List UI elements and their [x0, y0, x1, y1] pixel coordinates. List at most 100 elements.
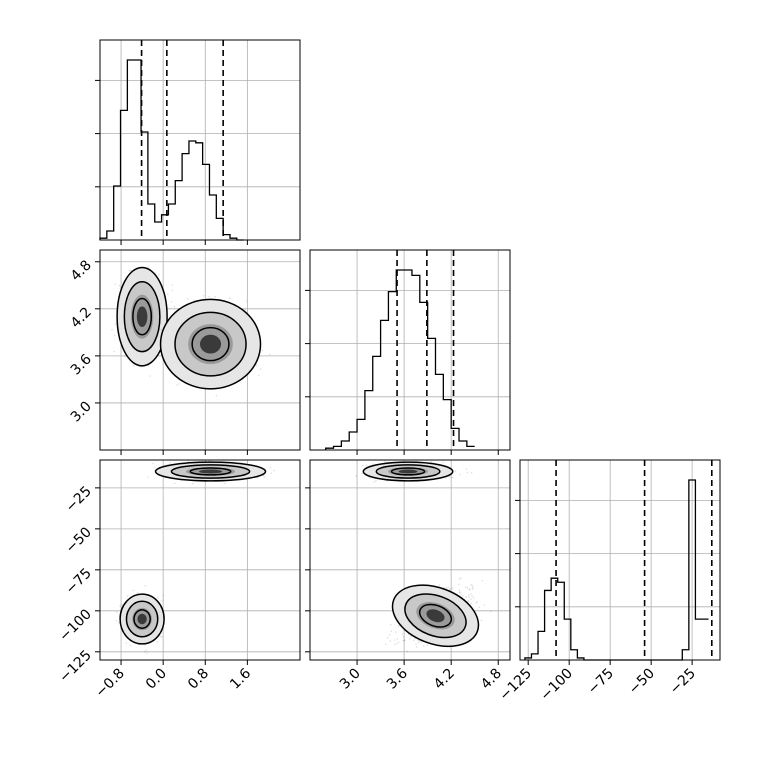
sample-point	[483, 604, 486, 606]
sample-point	[470, 472, 473, 474]
sample-point	[417, 641, 420, 644]
sample-point	[215, 394, 218, 397]
sample-point	[115, 611, 118, 613]
density-contour	[189, 467, 232, 476]
sample-point	[460, 592, 462, 595]
sample-point	[132, 589, 135, 592]
sample-point	[244, 309, 247, 311]
sample-point	[263, 476, 266, 478]
y-tick-label: −25	[63, 483, 95, 515]
sample-point	[389, 640, 392, 642]
sample-point	[395, 631, 397, 633]
sample-point	[170, 300, 173, 303]
sample-point	[273, 469, 276, 472]
sample-point	[464, 586, 467, 588]
sample-point	[448, 476, 451, 478]
y-tick-label: −125	[56, 647, 95, 686]
sample-point	[466, 587, 469, 589]
sample-point	[468, 588, 471, 591]
sample-point	[216, 458, 218, 460]
sample-point	[149, 375, 151, 377]
sample-point	[259, 368, 262, 370]
sample-point	[143, 651, 146, 653]
sample-point	[132, 363, 134, 366]
sample-point	[457, 583, 460, 586]
sample-point	[113, 350, 116, 353]
density-contour	[159, 298, 262, 390]
density-contour	[119, 593, 165, 645]
density-contour	[390, 467, 426, 476]
sample-point	[397, 641, 400, 643]
sample-point	[256, 477, 259, 479]
sample-point	[426, 644, 429, 647]
y-tick-label: 3.0	[68, 398, 95, 425]
sample-point	[458, 591, 461, 593]
density-panel-param-1-vs-param-2: 3.0 3.6 4.2 4.8	[68, 249, 301, 455]
sample-point	[386, 636, 389, 639]
sample-point	[403, 639, 406, 641]
sample-point	[208, 295, 210, 298]
sample-point	[368, 477, 371, 479]
sample-point	[414, 637, 416, 640]
sample-point	[397, 625, 400, 627]
density-panel-param-2-vs-param-3: 3.0 3.6 4.2 4.8	[305, 459, 511, 693]
sample-point	[114, 323, 116, 325]
sample-point	[145, 333, 147, 336]
density-contour	[391, 584, 480, 648]
sample-point	[171, 284, 174, 286]
sample-point	[388, 633, 391, 636]
sample-point	[476, 600, 478, 603]
sample-point	[465, 596, 468, 598]
sample-point	[462, 595, 464, 597]
x-tick-label: −0.8	[93, 666, 128, 701]
x-tick-label: 1.6	[227, 665, 254, 692]
x-tick-label: 0.8	[185, 666, 212, 693]
sample-point	[147, 266, 150, 269]
sample-point	[451, 587, 454, 590]
sample-point	[144, 584, 146, 587]
density-contour	[191, 326, 230, 362]
sample-point	[442, 586, 445, 589]
sample-point	[402, 639, 404, 642]
sample-point	[114, 283, 116, 285]
sample-point	[111, 329, 113, 331]
density-contour	[123, 280, 161, 353]
sample-point	[402, 635, 405, 638]
sample-point	[472, 597, 475, 599]
sample-point	[470, 598, 472, 601]
panel-frame	[99, 249, 301, 451]
sample-point	[471, 586, 474, 589]
density-fill	[198, 469, 223, 474]
sample-point	[214, 295, 217, 298]
x-tick-label: 4.2	[431, 666, 458, 693]
sample-point	[128, 270, 131, 272]
sample-point	[467, 594, 470, 597]
density-contour	[125, 600, 159, 638]
sample-point	[481, 579, 484, 582]
sample-point	[203, 458, 205, 460]
density-fill	[200, 334, 222, 354]
x-tick-label: 3.0	[337, 666, 364, 693]
sample-point	[445, 477, 447, 479]
x-tick-label: −125	[497, 666, 536, 705]
sample-point	[383, 460, 386, 462]
sample-point	[401, 633, 404, 635]
sample-point	[430, 461, 433, 463]
sample-point	[394, 643, 396, 646]
density-fill	[398, 469, 418, 474]
sample-point	[458, 589, 461, 592]
sample-point	[193, 299, 196, 302]
density-contour	[404, 593, 467, 639]
sample-point	[145, 649, 147, 651]
sample-point	[130, 269, 132, 272]
sample-point	[470, 593, 472, 595]
histogram-steps	[99, 59, 244, 241]
panel-frame	[519, 459, 721, 661]
sample-point	[223, 482, 226, 485]
sample-point	[475, 602, 478, 604]
sample-point	[470, 584, 473, 586]
y-tick-label: 4.2	[68, 304, 95, 331]
sample-point	[153, 466, 156, 468]
density-contour	[133, 609, 151, 629]
